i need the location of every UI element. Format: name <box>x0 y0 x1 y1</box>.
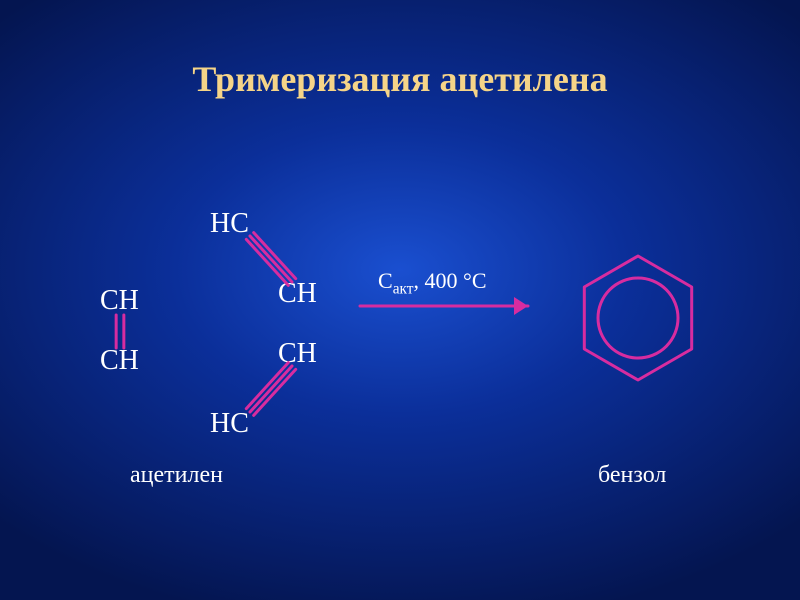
atom-top-hc: HC <box>210 208 249 240</box>
reaction-conditions: Сакт, 400 °С <box>378 268 487 298</box>
atom-top-ch: CH <box>278 278 317 310</box>
slide-title: Тримеризация ацетилена <box>0 58 800 100</box>
atom-left-ch-bot: CH <box>100 345 139 377</box>
atom-bot-ch: CH <box>278 338 317 370</box>
caption-acetylene: ацетилен <box>130 462 223 489</box>
atom-left-ch-top: CH <box>100 285 139 317</box>
atom-bot-hc: HC <box>210 408 249 440</box>
caption-benzene: бензол <box>598 462 666 489</box>
